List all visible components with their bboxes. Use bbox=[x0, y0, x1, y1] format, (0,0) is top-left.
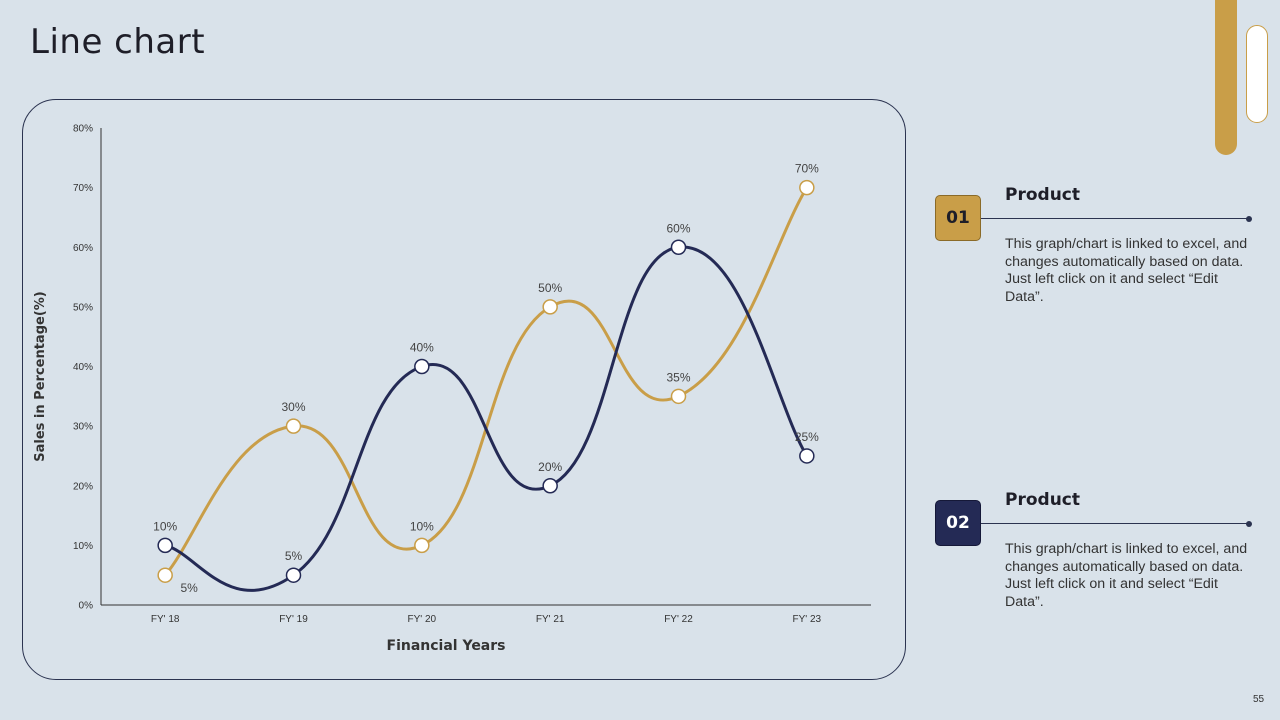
series-line-2 bbox=[163, 245, 809, 592]
data-point bbox=[414, 537, 430, 554]
data-label: 30% bbox=[281, 400, 305, 414]
legend-title: Product bbox=[1005, 185, 1080, 205]
data-label: 10% bbox=[410, 519, 434, 533]
legend-badge-01: 01 bbox=[935, 195, 981, 241]
x-tick-label: FY' 18 bbox=[151, 614, 180, 625]
data-label: 5% bbox=[285, 549, 303, 563]
data-point bbox=[157, 567, 173, 583]
data-label: 50% bbox=[538, 281, 562, 295]
data-label: 25% bbox=[795, 430, 819, 444]
data-label: 5% bbox=[180, 581, 198, 595]
x-tick-label: FY' 23 bbox=[793, 614, 822, 625]
data-label: 70% bbox=[795, 162, 819, 176]
y-tick-label: 40% bbox=[73, 362, 93, 373]
data-point bbox=[670, 239, 687, 255]
data-point bbox=[157, 537, 173, 554]
data-point bbox=[414, 358, 430, 375]
x-tick-label: FY' 19 bbox=[279, 614, 308, 625]
decorative-gold-bar bbox=[1215, 0, 1237, 155]
data-point bbox=[670, 388, 687, 405]
y-axis-title: Sales in Percentage(%) bbox=[33, 291, 48, 461]
data-label: 10% bbox=[153, 519, 177, 533]
y-tick-label: 30% bbox=[73, 422, 93, 433]
data-label: 20% bbox=[538, 460, 562, 474]
data-point bbox=[542, 478, 558, 494]
data-point bbox=[285, 567, 302, 583]
x-axis-title: Financial Years bbox=[387, 638, 506, 654]
legend-badge-02: 02 bbox=[935, 500, 981, 546]
data-point bbox=[799, 448, 815, 464]
page-number: 55 bbox=[1253, 694, 1265, 705]
y-tick-label: 20% bbox=[73, 481, 93, 492]
legend-description: This graph/chart is linked to excel, and… bbox=[1005, 541, 1248, 610]
line-chart[interactable]: 0% 10% 20% 30% 40% 50% 60% 70% 80% FY' 18 FY' 19 FY… bbox=[0, 0, 920, 700]
x-tick-label: FY' 22 bbox=[664, 614, 693, 625]
x-tick-label: FY' 21 bbox=[536, 614, 565, 625]
data-label: 35% bbox=[666, 370, 690, 384]
data-label: 60% bbox=[666, 221, 690, 235]
legend-divider bbox=[981, 523, 1249, 524]
data-label: 40% bbox=[410, 341, 434, 355]
y-tick-label: 10% bbox=[73, 541, 93, 552]
legend-title: Product bbox=[1005, 490, 1080, 510]
y-tick-label: 60% bbox=[73, 243, 93, 254]
y-tick-label: 0% bbox=[79, 601, 94, 612]
data-point bbox=[542, 299, 558, 315]
chart-frame bbox=[22, 99, 906, 680]
y-tick-label: 80% bbox=[73, 124, 93, 135]
legend-divider bbox=[981, 218, 1249, 219]
legend-description: This graph/chart is linked to excel, and… bbox=[1005, 236, 1248, 305]
legend-divider-dot bbox=[1246, 215, 1252, 222]
y-tick-label: 50% bbox=[73, 302, 93, 313]
y-tick-label: 70% bbox=[73, 183, 93, 194]
legend-divider-dot bbox=[1246, 520, 1252, 527]
x-tick-label: FY' 20 bbox=[408, 614, 437, 625]
data-point bbox=[799, 179, 815, 196]
data-point bbox=[285, 418, 302, 434]
decorative-white-bar bbox=[1246, 25, 1268, 123]
page-title: Line chart bbox=[30, 22, 206, 62]
series-line-1 bbox=[163, 186, 809, 577]
